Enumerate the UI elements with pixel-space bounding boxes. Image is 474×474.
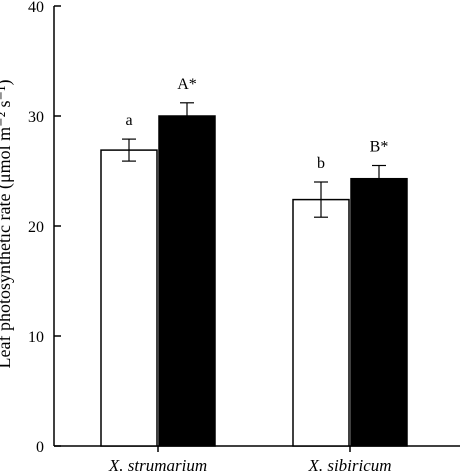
y-tick-label-20: 20 xyxy=(28,219,44,236)
bar-cat1-series1 xyxy=(350,177,408,447)
bar-cat0-series1 xyxy=(158,115,216,447)
significance-label-cat0-series0: a xyxy=(125,112,132,129)
bar-cat0-series0 xyxy=(100,149,158,447)
x-tick-label-x-sibiricum: X. sibiricum xyxy=(307,456,391,474)
significance-label-cat1-series1: B* xyxy=(370,139,389,156)
bar-cat1-series0 xyxy=(292,198,350,447)
y-tick-label-30: 30 xyxy=(28,109,44,126)
significance-label-cat1-series0: b xyxy=(317,155,325,172)
significance-label-cat0-series1: A* xyxy=(177,76,197,93)
y-tick-label-0: 0 xyxy=(36,439,44,456)
x-tick-label-x-strumarium: X. strumarium xyxy=(108,456,207,474)
plot-area: 0 10 20 30 40 a A* b B* xyxy=(28,0,460,456)
y-tick-label-40: 40 xyxy=(28,0,44,16)
y-axis-label: Leaf photosynthetic rate (μmol m⁻² s⁻¹) xyxy=(0,80,15,369)
y-tick-label-10: 10 xyxy=(28,329,44,346)
